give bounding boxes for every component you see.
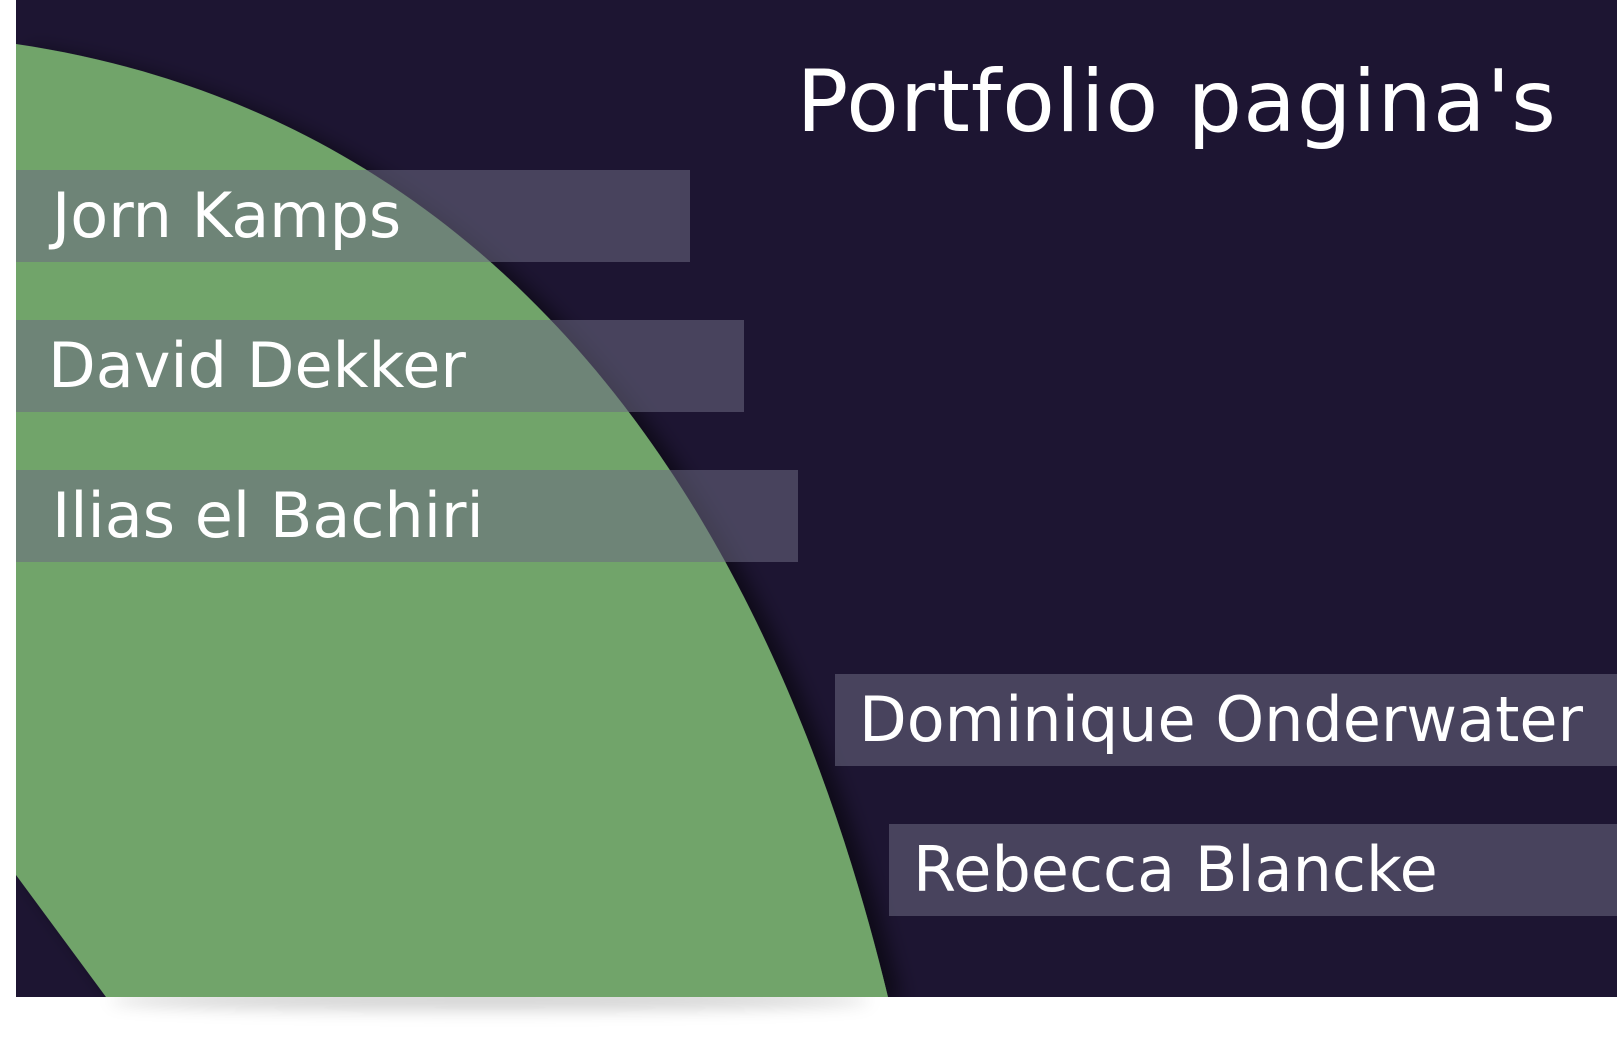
portfolio-panel: Portfolio pagina's Jorn Kamps David Dekk…: [16, 0, 1617, 997]
page-title: Portfolio pagina's: [796, 52, 1557, 152]
portfolio-link-label: Ilias el Bachiri: [52, 479, 484, 552]
portfolio-link-label: Rebecca Blancke: [913, 833, 1438, 906]
portfolio-link-ilias-el-bachiri[interactable]: Ilias el Bachiri: [16, 470, 798, 562]
portfolio-link-dominique-onderwater[interactable]: Dominique Onderwater: [835, 674, 1617, 766]
portfolio-link-label: Dominique Onderwater: [859, 683, 1584, 756]
portfolio-link-label: Jorn Kamps: [52, 179, 402, 252]
portfolio-link-label: David Dekker: [48, 329, 466, 402]
portfolio-link-rebecca-blancke[interactable]: Rebecca Blancke: [889, 824, 1617, 916]
portfolio-link-jorn-kamps[interactable]: Jorn Kamps: [16, 170, 690, 262]
portfolio-link-david-dekker[interactable]: David Dekker: [16, 320, 744, 412]
